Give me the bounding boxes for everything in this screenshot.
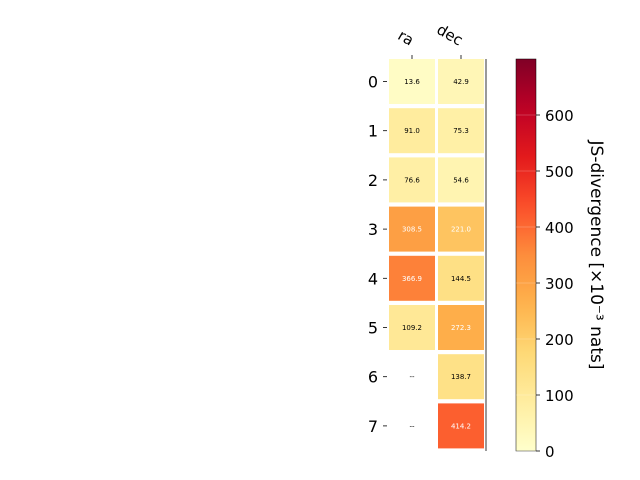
- cell-missing-label: --: [409, 373, 415, 381]
- row-label: 4: [368, 269, 378, 288]
- colorbar-axis-label: JS-divergence [×10⁻³ nats]: [586, 140, 606, 370]
- column-labels: ra dec: [395, 20, 466, 59]
- heatmap-cell: [389, 59, 435, 104]
- column-label: ra: [395, 26, 417, 49]
- cell-value-label: 308.5: [402, 226, 422, 234]
- row-label: 7: [368, 417, 378, 436]
- cell-value-label: 13.6: [404, 78, 420, 86]
- colorbar-tick-label: 300: [545, 275, 574, 293]
- heatmap-cell: [438, 206, 484, 252]
- cell-value-label: 144.5: [451, 275, 471, 283]
- row-label: 5: [368, 319, 378, 338]
- colorbar-tick-label: 500: [545, 163, 574, 181]
- row-label: 3: [368, 220, 378, 239]
- cell-value-label: 54.6: [453, 176, 469, 184]
- cell-value-label: 42.9: [453, 78, 469, 86]
- heatmap-cell: [389, 305, 435, 350]
- colorbar: 0 100 200 300 400 500 600 JS-divergence [×10⁻³ …: [515, 58, 606, 461]
- heatmap-cell: [389, 255, 435, 301]
- colorbar-tick-label: 400: [545, 219, 574, 237]
- cell-value-label: 221.0: [451, 226, 471, 234]
- heatmap-cell: [438, 354, 484, 400]
- heatmap-cell: [438, 59, 484, 104]
- row-label: 0: [368, 73, 378, 92]
- heatmap-cell: [438, 403, 484, 449]
- colorbar-tick-label: 600: [545, 107, 574, 125]
- cell-value-label: 414.2: [451, 422, 471, 430]
- cell-value-label: 76.6: [404, 176, 420, 184]
- cell-value-label: 272.3: [451, 324, 471, 332]
- colorbar-tick-label: 100: [545, 387, 574, 405]
- heatmap-cells: 13.6 42.9 91.0 75.3 76.6 54.6 308.5 221.0 366.9 1…: [389, 59, 487, 451]
- heatmap-cell: [438, 108, 484, 154]
- colorbar-tick-label: 0: [545, 443, 555, 461]
- cell-value-label: 138.7: [451, 373, 471, 381]
- column-label: dec: [434, 20, 466, 49]
- heatmap-cell: [438, 305, 484, 350]
- heatmap-cell: [438, 157, 484, 203]
- colorbar-tick-label: 200: [545, 331, 574, 349]
- cell-value-label: 75.3: [453, 127, 469, 135]
- cell-value-label: 109.2: [402, 324, 422, 332]
- row-label: 6: [368, 368, 378, 387]
- colorbar-gradient: [515, 58, 537, 452]
- heatmap-cell: [389, 157, 435, 203]
- cell-value-label: 91.0: [404, 127, 420, 135]
- heatmap-cell: [389, 108, 435, 154]
- row-label: 2: [368, 171, 378, 190]
- row-labels: 0 1 2 3 4 5 6 7: [368, 73, 387, 436]
- row-label: 1: [368, 122, 378, 141]
- cell-missing-label: --: [409, 422, 415, 430]
- heatmap-cell: [389, 206, 435, 252]
- heatmap-cell: [438, 255, 484, 301]
- cell-value-label: 366.9: [402, 275, 422, 283]
